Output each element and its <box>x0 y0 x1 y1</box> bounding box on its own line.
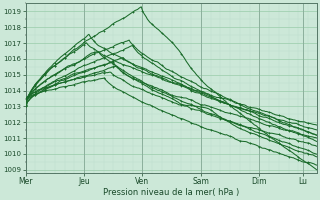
X-axis label: Pression niveau de la mer( hPa ): Pression niveau de la mer( hPa ) <box>103 188 239 197</box>
